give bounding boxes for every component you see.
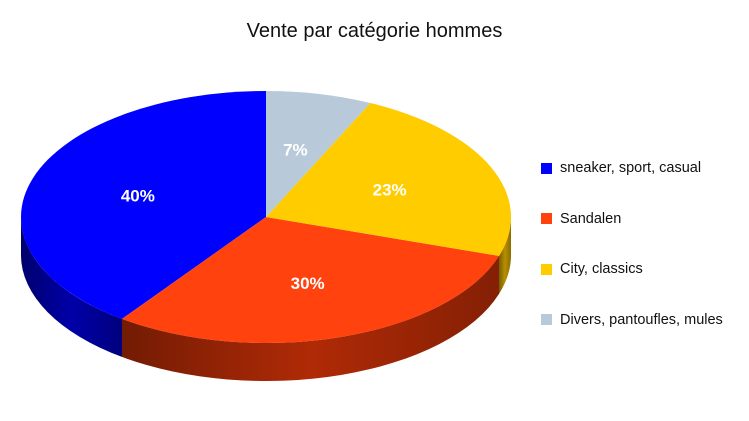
legend-item: sneaker, sport, casual: [541, 158, 723, 178]
legend: sneaker, sport, casual Sandalen City, cl…: [541, 158, 723, 360]
legend-label: Sandalen: [560, 210, 622, 227]
legend-swatch: [541, 162, 552, 174]
legend-item: Divers, pantoufles, mules: [541, 310, 723, 330]
data-label: 23%: [373, 180, 407, 199]
chart-title: Vente par catégorie hommes: [246, 20, 503, 42]
legend-label: Divers, pantoufles, mules: [560, 311, 723, 328]
legend-swatch: [541, 263, 552, 275]
pie-slice-side-shade: [21, 217, 122, 357]
pie-slice: [121, 217, 500, 344]
legend-swatch: [541, 213, 552, 224]
legend-swatch: [541, 314, 552, 325]
pie-slice: [266, 102, 512, 256]
data-label: 7%: [283, 140, 308, 159]
legend-label: sneaker, sport, casual: [560, 160, 702, 176]
data-label: 30%: [291, 274, 325, 293]
data-label: 40%: [121, 187, 155, 206]
legend-item: Sandalen: [541, 209, 723, 229]
legend-item: City, classics: [541, 259, 723, 279]
legend-label: City, classics: [560, 261, 643, 277]
pie-slice-side-shade: [499, 217, 511, 294]
pie-slice: [21, 91, 267, 319]
pie-slice: [266, 91, 371, 217]
pie-slice-side-shade: [121, 255, 500, 381]
